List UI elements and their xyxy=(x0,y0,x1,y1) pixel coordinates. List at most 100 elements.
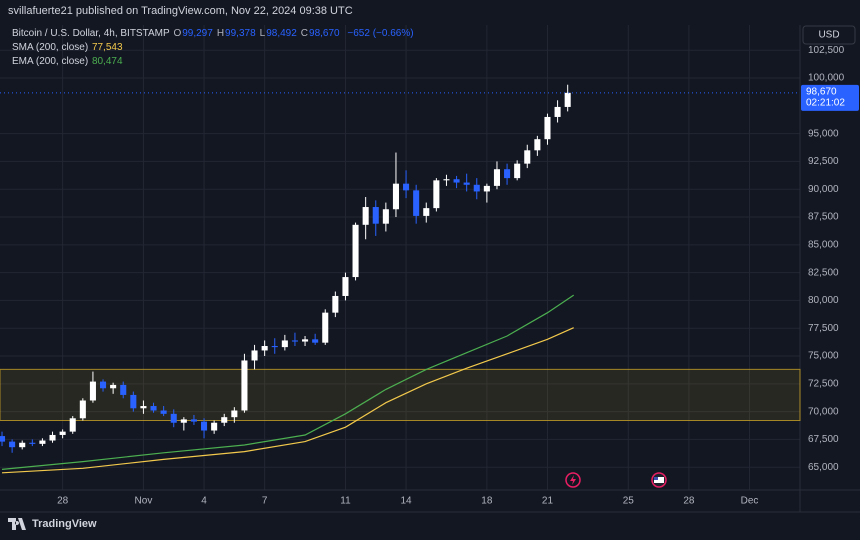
y-tick-label: 90,000 xyxy=(808,184,839,195)
candle-body xyxy=(49,434,56,441)
y-tick-label: 100,000 xyxy=(808,73,845,84)
candle-body xyxy=(100,381,107,389)
candle-body xyxy=(413,190,420,216)
countdown: 02:21:02 xyxy=(806,97,845,108)
last-price-box xyxy=(801,84,859,111)
candle-body xyxy=(524,150,531,164)
ohlc-key: H xyxy=(216,28,225,39)
y-tick-label: 102,500 xyxy=(808,45,845,56)
candle-body xyxy=(322,312,329,343)
candle-body xyxy=(433,180,440,209)
currency-box[interactable] xyxy=(802,25,856,45)
footer: TradingView xyxy=(8,518,97,530)
x-tick-label: 28 xyxy=(683,496,695,507)
candle-body xyxy=(281,340,288,348)
ohlc-key: L xyxy=(259,28,266,39)
x-tick-label: 14 xyxy=(400,496,412,507)
candle-body xyxy=(271,346,278,348)
ohlc-value: 99,378 xyxy=(225,28,256,39)
y-tick-label: 82,500 xyxy=(808,267,839,278)
candle-body xyxy=(312,339,319,343)
x-tick-label: 11 xyxy=(340,496,351,507)
symbol-title: Bitcoin / U.S. Dollar, 4h, BITSTAMP xyxy=(12,28,170,39)
last-price-label: 98,670 xyxy=(806,86,837,97)
candle-body xyxy=(39,440,46,444)
candle-body xyxy=(170,413,177,423)
y-tick-label: 95,000 xyxy=(808,128,839,139)
event-icon[interactable] xyxy=(565,472,581,488)
ma-line xyxy=(1,327,574,474)
candle-body xyxy=(9,441,16,448)
candle-body xyxy=(130,394,137,409)
candle-body xyxy=(453,179,460,183)
candle-body xyxy=(79,400,86,419)
zone xyxy=(0,368,801,422)
candle-body xyxy=(493,169,500,186)
candle-body xyxy=(180,419,187,423)
ohlc: O99,297 H99,378 L98,492 C98,670 xyxy=(173,28,343,39)
candle-body xyxy=(241,360,248,411)
candle-body xyxy=(59,431,66,435)
candle-body xyxy=(69,418,76,432)
publisher-line: svillafuerte21 published on TradingView.… xyxy=(8,5,353,17)
legend-name: SMA (200, close) xyxy=(12,42,89,53)
candle-body xyxy=(19,442,26,448)
flag-glyph xyxy=(654,477,658,480)
y-tick-label: 70,000 xyxy=(808,406,839,417)
x-tick-label: 4 xyxy=(201,496,207,507)
event-icon-glyph xyxy=(570,475,576,485)
legend-value: 77,543 xyxy=(91,42,123,53)
x-tick-label: 28 xyxy=(57,496,69,507)
legend-name: EMA (200, close) xyxy=(12,56,89,67)
candle-body xyxy=(251,350,258,361)
candle-body xyxy=(463,182,470,185)
legend-sma: SMA (200, close) 77,543 xyxy=(12,42,124,53)
x-tick-label: 21 xyxy=(542,496,554,507)
candle-body xyxy=(261,346,268,351)
candle-body xyxy=(423,208,430,216)
y-tick-label: 72,500 xyxy=(808,378,839,389)
brand: TradingView xyxy=(32,518,97,530)
candle-body xyxy=(140,406,147,409)
y-tick-label: 77,500 xyxy=(808,323,839,334)
candle-body xyxy=(514,163,521,179)
legend-ema: EMA (200, close) 80,474 xyxy=(12,56,124,67)
candle-body xyxy=(291,340,298,342)
legend-main: Bitcoin / U.S. Dollar, 4h, BITSTAMP O99,… xyxy=(12,28,415,39)
candle-body xyxy=(160,410,167,414)
candle-body xyxy=(29,442,36,444)
candle-body xyxy=(372,207,379,224)
candle-body xyxy=(342,277,349,296)
x-tick-label: 7 xyxy=(262,496,268,507)
ohlc-value: 98,670 xyxy=(309,28,340,39)
ohlc-key: C xyxy=(300,28,309,39)
candle-body xyxy=(403,183,410,191)
candle-body xyxy=(201,421,208,431)
candle-body xyxy=(302,339,309,342)
y-tick-label: 67,500 xyxy=(808,434,839,445)
y-tick-label: 87,500 xyxy=(808,212,839,223)
candle-body xyxy=(120,384,127,395)
x-tick-label: Nov xyxy=(135,496,153,507)
y-tick-label: 75,000 xyxy=(808,351,839,362)
candle-body xyxy=(362,207,369,225)
flag-glyph xyxy=(654,477,664,483)
candle-body xyxy=(190,419,197,422)
candle-body xyxy=(544,116,551,140)
candle-body xyxy=(564,92,571,107)
candle-body xyxy=(483,185,490,192)
y-tick-label: 80,000 xyxy=(808,295,839,306)
candle-body xyxy=(382,209,389,224)
candle-body xyxy=(473,184,480,192)
logo xyxy=(8,518,26,530)
candle-body xyxy=(332,295,339,313)
candle-body xyxy=(443,179,450,181)
candle-body xyxy=(231,410,238,418)
ohlc-key: O xyxy=(173,28,182,39)
ohlc-value: 98,492 xyxy=(266,28,297,39)
candle-body xyxy=(534,139,541,151)
candle-body xyxy=(221,417,228,423)
